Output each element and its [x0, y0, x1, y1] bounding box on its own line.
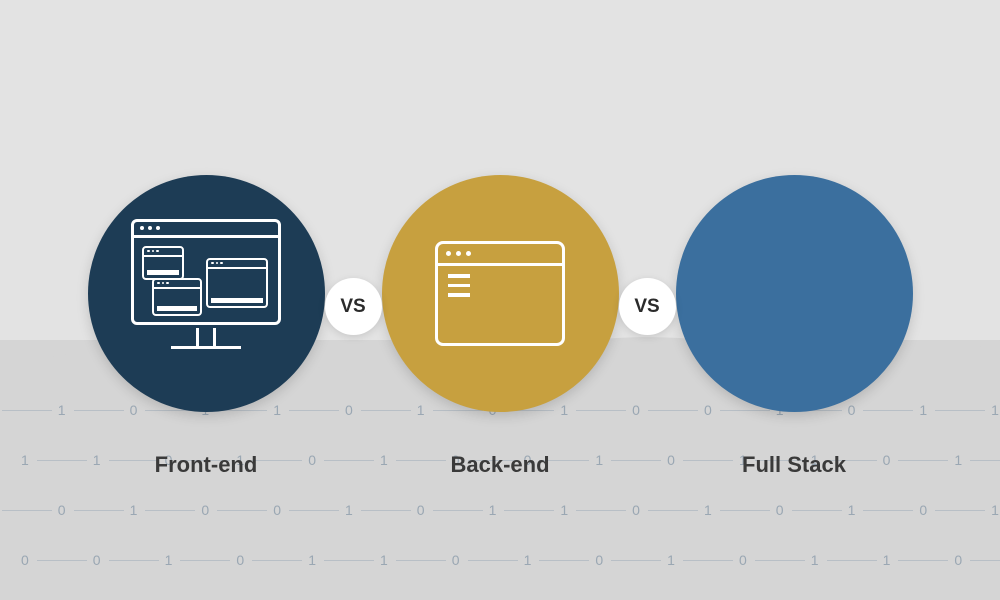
circle-frontend-label: Front-end — [155, 452, 258, 478]
binary-row: 10100101101010110 — [0, 485, 1000, 535]
binary-segment — [683, 560, 733, 561]
binary-digit: 1 — [805, 552, 827, 568]
binary-segment — [504, 510, 554, 511]
binary-digit: 0 — [411, 502, 433, 518]
binary-digit: 0 — [230, 552, 252, 568]
binary-digit: 0 — [52, 502, 74, 518]
vs-badge: VS — [325, 278, 382, 335]
binary-segment — [37, 560, 87, 561]
binary-digit: 0 — [626, 502, 648, 518]
binary-digit: 1 — [842, 502, 864, 518]
binary-digit: 0 — [913, 502, 935, 518]
binary-segment — [289, 510, 339, 511]
binary-row: 01101010110101001 — [0, 585, 1000, 600]
binary-segment — [433, 510, 483, 511]
circle-backend-badge — [382, 175, 619, 412]
circle-frontend: Front-end — [60, 175, 353, 478]
binary-digit: 0 — [15, 552, 37, 568]
binary-digit: 1 — [483, 502, 505, 518]
monitor-icon — [131, 219, 281, 369]
binary-digit: 0 — [589, 552, 611, 568]
binary-digit: 1 — [518, 552, 540, 568]
binary-segment — [180, 560, 230, 561]
binary-digit: 1 — [985, 502, 1000, 518]
binary-segment — [898, 560, 948, 561]
binary-segment — [2, 510, 52, 511]
circle-frontend-badge — [88, 175, 325, 412]
binary-digit: 0 — [87, 552, 109, 568]
browser-icon — [435, 241, 565, 346]
binary-segment — [792, 510, 842, 511]
binary-segment — [74, 510, 124, 511]
binary-row: 00101101010110101 — [15, 535, 1000, 585]
binary-digit: 1 — [159, 552, 181, 568]
binary-digit: 0 — [446, 552, 468, 568]
binary-segment — [252, 560, 302, 561]
binary-digit: 1 — [554, 502, 576, 518]
binary-segment — [970, 560, 1000, 561]
binary-digit: 1 — [698, 502, 720, 518]
binary-segment — [863, 510, 913, 511]
binary-digit: 1 — [374, 552, 396, 568]
circle-backend: Back-end — [354, 175, 647, 478]
binary-segment — [611, 560, 661, 561]
binary-segment — [720, 510, 770, 511]
binary-segment — [324, 560, 374, 561]
binary-segment — [755, 560, 805, 561]
circle-fullstack: Full Stack — [648, 175, 941, 478]
binary-segment — [935, 510, 985, 511]
circle-backend-label: Back-end — [450, 452, 549, 478]
binary-digit: 0 — [267, 502, 289, 518]
binary-segment — [827, 560, 877, 561]
binary-segment — [539, 560, 589, 561]
binary-digit: 1 — [124, 502, 146, 518]
binary-digit: 0 — [770, 502, 792, 518]
binary-segment — [145, 510, 195, 511]
binary-segment — [361, 510, 411, 511]
circle-fullstack-badge — [676, 175, 913, 412]
vs-badge: VS — [619, 278, 676, 335]
binary-segment — [396, 560, 446, 561]
binary-segment — [576, 510, 626, 511]
binary-digit: 0 — [948, 552, 970, 568]
binary-digit: 1 — [302, 552, 324, 568]
circles-row: Front-end VS Back-end VS Full Stack — [0, 175, 1000, 478]
binary-segment — [217, 510, 267, 511]
infographic-canvas: 0101101010010110111010100101101010101001… — [0, 0, 1000, 600]
binary-digit: 0 — [733, 552, 755, 568]
binary-digit: 1 — [339, 502, 361, 518]
binary-digit: 1 — [661, 552, 683, 568]
binary-digit: 0 — [195, 502, 217, 518]
binary-digit: 1 — [877, 552, 899, 568]
circle-fullstack-label: Full Stack — [742, 452, 846, 478]
binary-segment — [648, 510, 698, 511]
binary-segment — [468, 560, 518, 561]
binary-segment — [109, 560, 159, 561]
